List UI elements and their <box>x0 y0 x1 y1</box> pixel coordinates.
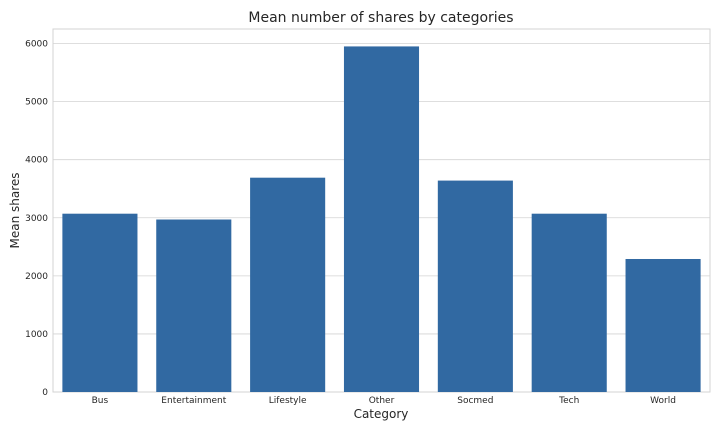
x-tick-label: Other <box>369 396 395 406</box>
x-tick-label: Socmed <box>457 396 493 406</box>
bar <box>343 46 420 392</box>
x-tick-label: World <box>650 396 676 406</box>
bar <box>625 258 701 392</box>
bars <box>62 46 701 392</box>
chart-title: Mean number of shares by categories <box>248 10 513 26</box>
bar <box>531 213 607 392</box>
y-tick-labels: 0 1000 2000 3000 4000 5000 6000 <box>25 40 48 398</box>
x-tick-label: Tech <box>558 396 579 406</box>
x-tick-labels: Bus Entertainment Lifestyle Other Socmed Tech… <box>92 396 676 406</box>
bar <box>62 213 138 392</box>
x-axis-label: Category <box>354 407 409 421</box>
x-tick-label: Entertainment <box>161 396 226 406</box>
y-tick-label: 0 <box>42 388 48 398</box>
y-tick-label: 2000 <box>25 272 48 282</box>
x-tick-label: Lifestyle <box>269 396 307 406</box>
y-tick-label: 5000 <box>25 98 48 108</box>
y-tick-label: 4000 <box>25 156 48 166</box>
bar <box>156 219 232 392</box>
bar <box>437 180 513 392</box>
bar <box>250 177 326 392</box>
x-tick-label: Bus <box>92 396 109 406</box>
y-tick-label: 6000 <box>25 40 48 50</box>
y-tick-label: 1000 <box>25 330 48 340</box>
y-axis-label: Mean shares <box>8 172 22 248</box>
y-tick-label: 3000 <box>25 214 48 224</box>
